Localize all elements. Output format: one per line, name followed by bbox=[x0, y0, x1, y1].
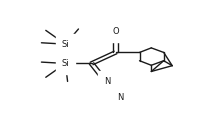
Text: Si: Si bbox=[62, 59, 69, 68]
Text: Si: Si bbox=[62, 40, 69, 49]
Text: N: N bbox=[117, 93, 123, 103]
Text: O: O bbox=[112, 27, 119, 36]
Text: N: N bbox=[104, 77, 110, 86]
